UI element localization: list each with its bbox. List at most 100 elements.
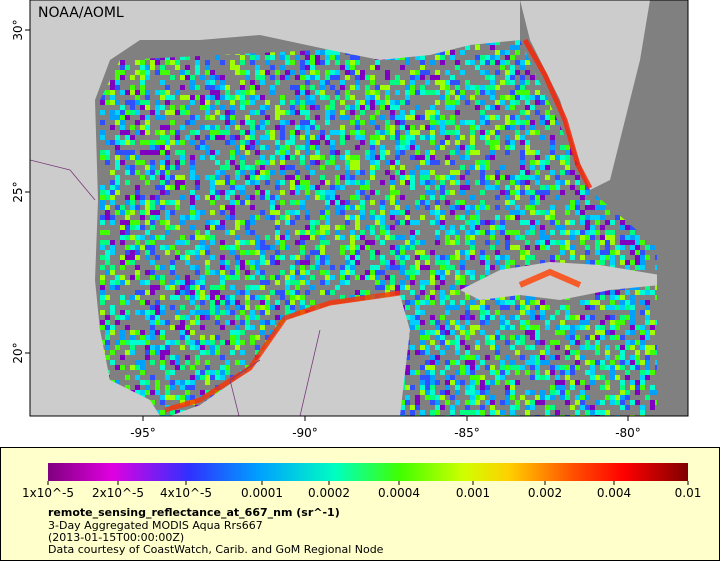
pixel	[245, 120, 250, 125]
pixel	[180, 105, 185, 110]
pixel	[215, 310, 220, 315]
pixel	[130, 165, 135, 170]
pixel	[480, 220, 485, 225]
pixel	[405, 140, 410, 145]
pixel	[195, 90, 200, 95]
pixel	[185, 255, 190, 260]
pixel	[490, 85, 495, 90]
pixel	[300, 60, 305, 65]
pixel	[395, 195, 400, 200]
pixel	[505, 220, 510, 225]
pixel	[150, 335, 155, 340]
pixel	[235, 55, 240, 60]
pixel	[310, 245, 315, 250]
pixel	[265, 300, 270, 305]
pixel	[140, 300, 145, 305]
pixel	[400, 95, 405, 100]
pixel	[460, 205, 465, 210]
pixel	[230, 250, 235, 255]
pixel	[560, 160, 565, 165]
pixel	[355, 220, 360, 225]
pixel	[150, 270, 155, 275]
pixel	[140, 200, 145, 205]
pixel	[325, 230, 330, 235]
pixel	[370, 90, 375, 95]
pixel	[350, 55, 355, 60]
pixel	[155, 145, 160, 150]
pixel	[145, 105, 150, 110]
pixel	[320, 225, 325, 230]
pixel	[260, 320, 265, 325]
pixel	[600, 235, 605, 240]
pixel	[640, 310, 645, 315]
pixel	[135, 330, 140, 335]
pixel	[285, 145, 290, 150]
pixel	[645, 305, 650, 310]
pixel	[435, 175, 440, 180]
pixel	[290, 50, 295, 55]
pixel	[245, 195, 250, 200]
pixel	[255, 245, 260, 250]
pixel	[280, 295, 285, 300]
pixel	[370, 120, 375, 125]
pixel	[420, 110, 425, 115]
pixel	[400, 115, 405, 120]
pixel	[390, 185, 395, 190]
pixel	[520, 65, 525, 70]
pixel	[395, 210, 400, 215]
pixel	[240, 100, 245, 105]
pixel	[405, 240, 410, 245]
pixel	[330, 115, 335, 120]
pixel	[215, 350, 220, 355]
pixel	[270, 290, 275, 295]
pixel	[445, 80, 450, 85]
pixel	[595, 330, 600, 335]
pixel	[160, 325, 165, 330]
pixel	[190, 190, 195, 195]
pixel	[260, 70, 265, 75]
pixel	[425, 115, 430, 120]
pixel	[245, 200, 250, 205]
pixel	[100, 280, 105, 285]
pixel	[480, 170, 485, 175]
pixel	[410, 190, 415, 195]
pixel	[335, 70, 340, 75]
pixel	[195, 175, 200, 180]
pixel	[510, 250, 515, 255]
pixel	[405, 270, 410, 275]
pixel	[350, 110, 355, 115]
pixel	[320, 290, 325, 295]
pixel	[295, 260, 300, 265]
pixel	[245, 175, 250, 180]
pixel	[425, 215, 430, 220]
pixel	[385, 285, 390, 290]
pixel	[630, 330, 635, 335]
pixel	[415, 75, 420, 80]
pixel	[285, 95, 290, 100]
pixel	[250, 180, 255, 185]
pixel	[450, 150, 455, 155]
pixel	[325, 270, 330, 275]
pixel	[515, 180, 520, 185]
pixel	[145, 130, 150, 135]
pixel	[500, 315, 505, 320]
pixel	[425, 270, 430, 275]
pixel	[170, 105, 175, 110]
pixel	[565, 165, 570, 170]
pixel	[505, 165, 510, 170]
pixel	[440, 95, 445, 100]
pixel	[225, 175, 230, 180]
pixel	[105, 160, 110, 165]
pixel	[315, 285, 320, 290]
pixel	[335, 135, 340, 140]
pixel	[390, 150, 395, 155]
pixel	[350, 70, 355, 75]
pixel	[505, 55, 510, 60]
pixel	[360, 140, 365, 145]
pixel	[285, 300, 290, 305]
pixel	[285, 305, 290, 310]
pixel	[465, 305, 470, 310]
pixel	[330, 275, 335, 280]
pixel	[465, 110, 470, 115]
pixel	[385, 100, 390, 105]
